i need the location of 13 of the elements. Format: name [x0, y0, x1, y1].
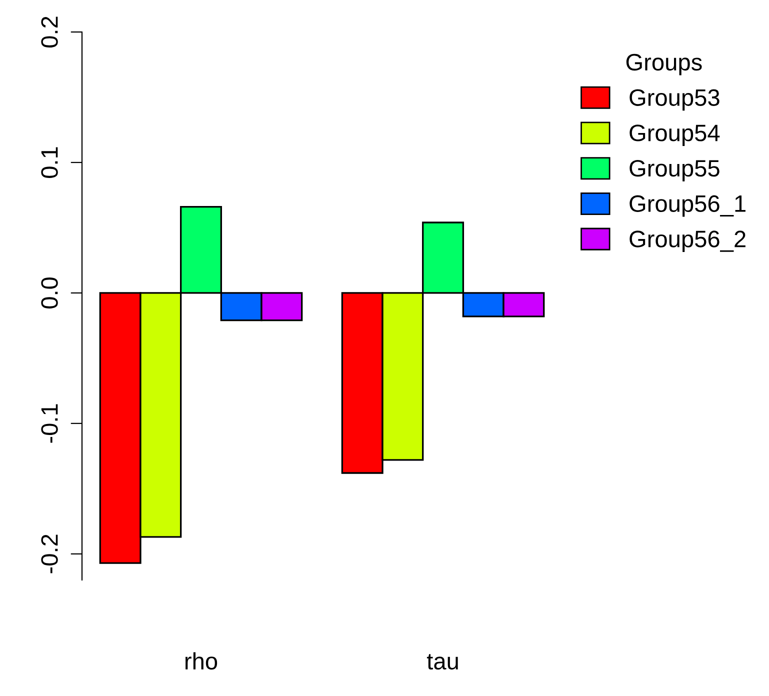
- legend-label: Group56_1: [630, 195, 746, 217]
- legend-label: Group55: [630, 160, 720, 182]
- y-tick-label: 0.1: [41, 147, 58, 178]
- y-tick-label: 0.0: [41, 277, 58, 308]
- y-tick-label: -0.2: [41, 534, 58, 574]
- legend-label: Group56_2: [630, 230, 746, 252]
- x-tick-label: tau: [426, 654, 458, 670]
- y-tick-label: -0.1: [41, 404, 58, 443]
- x-tick-label: rho: [186, 652, 218, 670]
- legend-label: Group53: [630, 89, 720, 111]
- y-tick-label: 0.2: [41, 16, 58, 48]
- legend-title: Groups: [626, 54, 702, 76]
- legend-label: Group54: [630, 124, 720, 146]
